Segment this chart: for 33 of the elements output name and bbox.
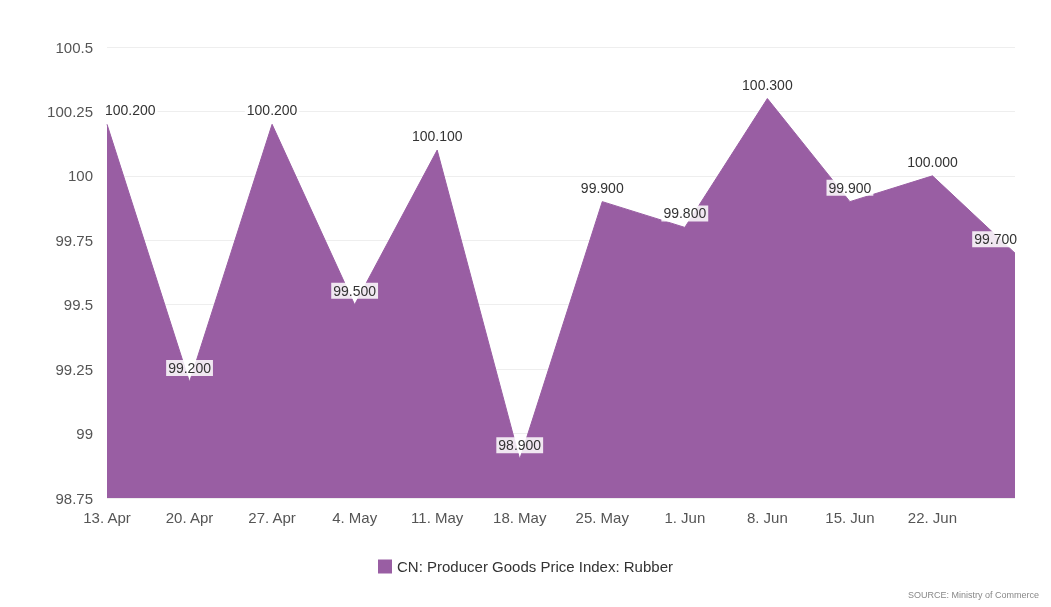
data-label: 99.200 — [168, 360, 212, 377]
x-tick-label: 18. May — [493, 509, 547, 526]
x-tick-label: 25. May — [575, 509, 630, 526]
y-tick-label: 99 — [76, 425, 93, 443]
data-label: 100.200 — [246, 102, 298, 119]
legend-label: CN: Producer Goods Price Index: Rubber — [397, 558, 673, 575]
y-tick-label: 99.75 — [55, 231, 93, 249]
x-tick-label: 8. Jun — [746, 509, 788, 526]
data-label: 100.300 — [742, 76, 793, 93]
y-tick-label: 99.25 — [55, 360, 93, 378]
data-label: 99.900 — [828, 179, 872, 196]
data-label: 99.500 — [333, 282, 377, 299]
x-tick-label: 27. Apr — [248, 509, 296, 526]
data-label: 98.900 — [498, 437, 542, 454]
y-tick-label: 100.5 — [55, 38, 93, 56]
y-tick-label: 100.25 — [47, 102, 93, 120]
x-tick-label: 1. Jun — [664, 509, 706, 526]
data-label: 99.900 — [580, 179, 624, 196]
data-label: 99.800 — [663, 205, 707, 222]
y-tick-label: 99.5 — [63, 296, 93, 314]
y-tick-label: 98.75 — [55, 489, 93, 507]
y-tick-label: 100 — [67, 167, 93, 185]
data-label: 100.000 — [907, 153, 958, 170]
x-tick-label: 11. May — [411, 509, 464, 526]
data-label: 100.100 — [411, 128, 463, 145]
data-label: 99.700 — [974, 231, 1018, 248]
x-tick-label: 20. Apr — [165, 509, 214, 526]
data-label: 100.200 — [105, 102, 156, 119]
x-tick-label: 13. Apr — [83, 509, 131, 526]
x-tick-label: 22. Jun — [907, 509, 958, 526]
x-tick-label: 15. Jun — [825, 509, 875, 526]
x-tick-label: 4. May — [332, 509, 378, 526]
source-note: SOURCE: Ministry of Commerce — [907, 589, 1040, 600]
